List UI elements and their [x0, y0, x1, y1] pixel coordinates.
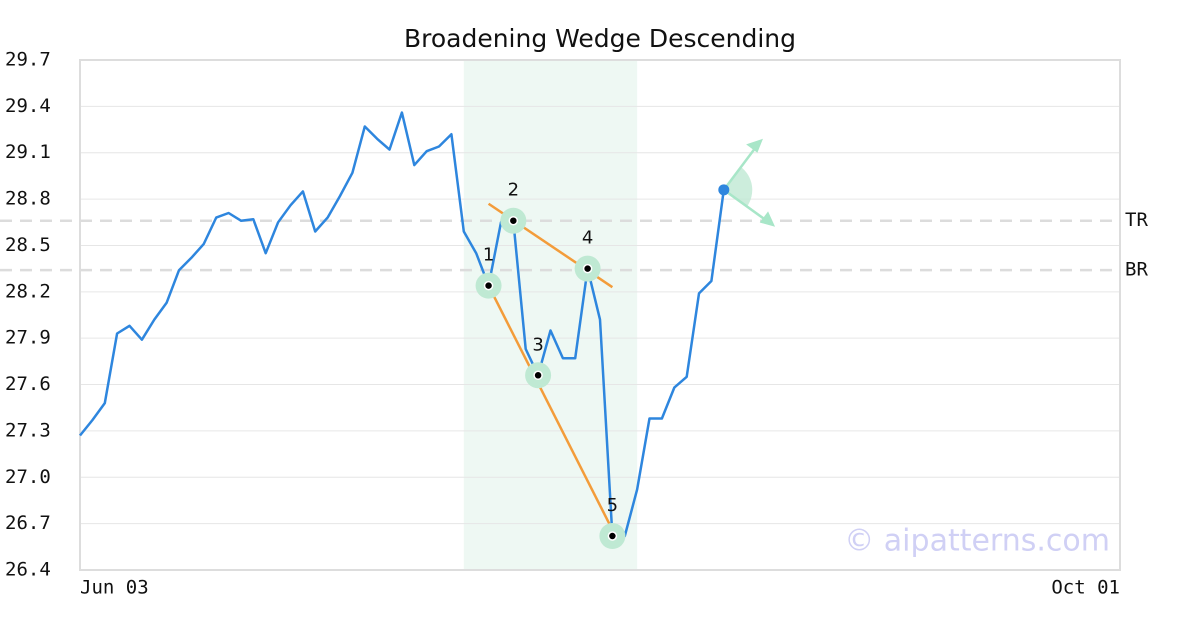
y-tick-label: 29.4: [5, 95, 51, 117]
pattern-point: [483, 280, 494, 291]
arrow-down: [723, 188, 768, 222]
plot-frame: [79, 59, 1121, 571]
pattern-point: [582, 263, 593, 274]
y-tick-label: 28.2: [5, 280, 51, 302]
direction-fan: [723, 166, 753, 207]
arrow-down-head: [759, 211, 776, 227]
x-tick-label: Jun 03: [80, 577, 149, 599]
y-tick-label: 28.8: [5, 188, 51, 210]
y-tick-label: 27.9: [5, 327, 51, 349]
y-tick-label: 26.4: [5, 559, 51, 581]
x-tick-label: Oct 01: [1051, 577, 1120, 599]
pattern-point: [533, 370, 543, 381]
level-label: BR: [1125, 259, 1148, 281]
y-tick-label: 26.7: [5, 512, 51, 534]
watermark: © aipatterns.com: [844, 524, 1110, 559]
last-point: [718, 184, 730, 196]
y-tick-label: 29.1: [5, 141, 51, 163]
arrow-up: [722, 145, 758, 191]
pattern-point: [508, 215, 519, 226]
chart-title: Broadening Wedge Descending: [404, 24, 796, 53]
y-tick-label: 27.3: [5, 419, 51, 441]
y-tick-label: 29.7: [5, 49, 51, 71]
level-label: TR: [1125, 209, 1148, 231]
pattern-label: 4: [582, 228, 593, 249]
pattern-label: 2: [508, 180, 519, 201]
trend-line: [487, 285, 614, 531]
pattern-point: [607, 531, 618, 541]
y-tick-label: 28.5: [5, 234, 51, 256]
pattern-label: 3: [532, 334, 543, 355]
y-tick-label: 27.0: [5, 466, 51, 488]
direction-arrows: [722, 138, 776, 227]
pattern-label: 5: [607, 495, 618, 516]
pattern-label: 1: [483, 245, 494, 266]
arrow-up-head: [746, 138, 763, 153]
y-tick-label: 27.6: [5, 373, 51, 395]
